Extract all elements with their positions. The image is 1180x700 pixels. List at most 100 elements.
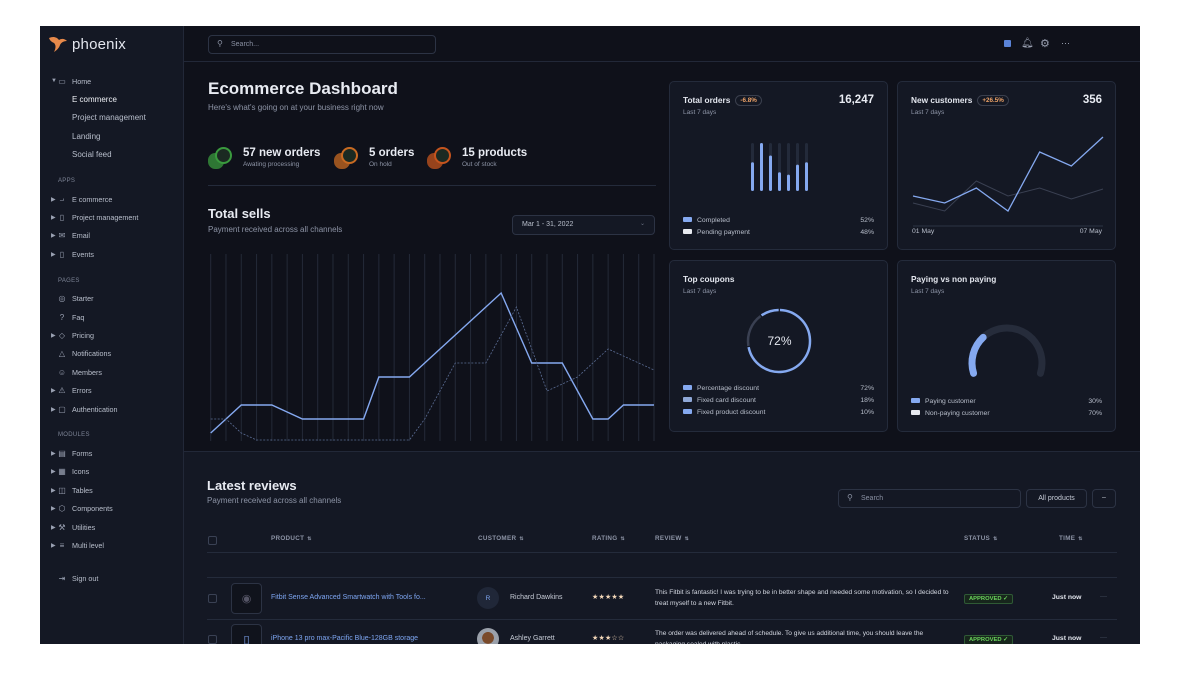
legend-label: Completed [697, 217, 730, 224]
sidebar-item-project-management[interactable]: Project management [40, 109, 184, 127]
sidebar-item-notifications[interactable]: △ Notifications [40, 345, 184, 363]
sidebar-item-multi-level[interactable]: ▶ ≡ Multi level [40, 536, 184, 554]
caret-right-icon: ▶ [51, 450, 56, 457]
date-range-select[interactable]: Mar 1 - 31, 2022 ⌄ [512, 215, 655, 235]
bar [769, 155, 772, 191]
search-placeholder: Search [861, 495, 884, 502]
sign-out-button[interactable]: ⇥ Sign out [40, 570, 184, 588]
logo[interactable]: phoenix [48, 35, 126, 53]
apps-grid-icon[interactable]: ⋯ [1061, 38, 1070, 48]
column-header-rating[interactable]: RATING ⇅ [592, 535, 625, 542]
clipboard-icon: ▯ [59, 213, 65, 223]
caret-right-icon: ▶ [51, 196, 56, 203]
sidebar-item-label: E commerce [72, 95, 117, 105]
sidebar-section-label: APPS [58, 177, 76, 184]
gear-icon[interactable]: ⚙ [1040, 38, 1050, 50]
sidebar-item-project-management[interactable]: ▶ ▯ Project management [40, 208, 184, 226]
column-header-product[interactable]: PRODUCT ⇅ [271, 535, 312, 542]
sidebar-item-errors[interactable]: ▶ ⚠ Errors [40, 381, 184, 399]
top-coupons-card: Top coupons Last 7 days 72% Percentage d… [669, 260, 888, 432]
sidebar-item-tables[interactable]: ▶ ◫ Tables [40, 481, 184, 499]
sort-icon: ⇅ [519, 536, 524, 542]
donut-center-label: 72% [767, 334, 792, 348]
sidebar-item-landing[interactable]: Landing [40, 127, 184, 145]
all-products-button[interactable]: All products [1026, 489, 1087, 508]
sidebar-item-e-commerce[interactable]: ▶ ⨼ E commerce [40, 190, 184, 208]
caret-right-icon: ▶ [51, 542, 56, 549]
column-header-status[interactable]: STATUS ⇅ [964, 535, 998, 542]
paying-gauge-chart [968, 324, 1046, 377]
sidebar-item-label: Faq [72, 312, 85, 322]
select-all-checkbox[interactable] [208, 536, 217, 545]
row-actions-icon[interactable]: — [1100, 634, 1107, 641]
stat-value: 15 products [462, 147, 528, 159]
legend-value: 48% [860, 229, 874, 236]
legend-swatch [683, 217, 692, 222]
sidebar-item-social-feed[interactable]: Social feed [40, 146, 184, 164]
date-range-value: Mar 1 - 31, 2022 [522, 221, 574, 228]
page-subtitle: Here's what's going on at your business … [208, 103, 384, 112]
legend-item: Fixed product discount 10% [683, 409, 874, 416]
sidebar-item-label: Notifications [72, 349, 112, 359]
bell-icon[interactable]: 🔔︎ [1021, 38, 1034, 49]
sidebar-item-members[interactable]: ☺ Members [40, 363, 184, 381]
file-text-icon: ▤ [58, 448, 66, 458]
column-header-time[interactable]: TIME ⇅ [1059, 535, 1083, 542]
legend-label: Paying customer [925, 398, 976, 405]
tag-icon: ◇ [58, 330, 66, 340]
sidebar-item-authentication[interactable]: ▶ ▢ Authentication [40, 400, 184, 418]
column-header-review[interactable]: REVIEW ⇅ [655, 535, 689, 542]
divider [208, 185, 656, 186]
caret-right-icon: ▶ [51, 487, 56, 494]
stat-description: Out of stock [462, 161, 497, 168]
bar [751, 162, 754, 191]
sidebar-item-label: Starter [72, 294, 94, 304]
sidebar-item-home[interactable]: ▼ ▭ Home [40, 72, 184, 90]
sidebar-item-email[interactable]: ▶ ✉ Email [40, 227, 184, 245]
phoenix-logo-icon [49, 36, 67, 52]
sidebar-section-label: MODULES [58, 432, 90, 439]
product-link[interactable]: iPhone 13 pro max-Pacific Blue-128GB sto… [271, 635, 419, 642]
product-link[interactable]: Fitbit Sense Advanced Smartwatch with To… [271, 594, 426, 601]
row-checkbox[interactable] [208, 635, 217, 644]
avatar-initial: R [485, 594, 491, 602]
card-subtitle: Last 7 days [683, 288, 717, 295]
legend-value: 30% [1088, 398, 1102, 405]
divider [207, 619, 1117, 620]
sidebar-item-events[interactable]: ▶ ▯ Events [40, 245, 184, 263]
stat-description: Awating processing [243, 161, 300, 168]
caret-right-icon: ▶ [51, 469, 56, 476]
reviews-search-input[interactable]: ⚲ Search [838, 489, 1021, 508]
latest-reviews-section: Latest reviews Payment received across a… [184, 451, 1140, 644]
sidebar-item-starter[interactable]: ◎ Starter [40, 290, 184, 308]
sidebar-item-label: Email [72, 231, 90, 241]
review-text: This Fitbit is fantastic! I was trying t… [655, 589, 949, 607]
package-icon: ⬡ [58, 504, 66, 514]
legend-value: 18% [860, 397, 874, 404]
search-input[interactable]: ⚲ Search... [208, 35, 436, 54]
sidebar-item-icons[interactable]: ▶ ▦ Icons [40, 463, 184, 481]
sidebar-item-components[interactable]: ▶ ⬡ Components [40, 499, 184, 517]
row-actions-icon[interactable]: — [1100, 593, 1107, 600]
column-header-customer[interactable]: CUSTOMER ⇅ [478, 535, 524, 542]
sidebar-item-label: Icons [72, 467, 90, 477]
customer-name[interactable]: Richard Dawkins [510, 594, 563, 601]
sidebar-item-e-commerce[interactable]: E commerce [40, 90, 184, 108]
theme-toggle-icon[interactable] [1004, 40, 1011, 47]
sidebar-item-faq[interactable]: ? Faq [40, 308, 184, 326]
caret-right-icon: ▶ [51, 524, 56, 531]
sidebar-item-label: Multi level [72, 540, 104, 550]
sidebar-item-utilities[interactable]: ▶ ⚒ Utilities [40, 518, 184, 536]
search-icon: ⚲ [847, 493, 853, 502]
customer-name[interactable]: Ashley Garrett [510, 635, 555, 642]
legend-swatch [911, 410, 920, 415]
legend-value: 70% [1088, 410, 1102, 417]
sidebar-item-forms[interactable]: ▶ ▤ Forms [40, 444, 184, 462]
row-checkbox[interactable] [208, 594, 217, 603]
column-label: RATING [592, 535, 618, 542]
sidebar-item-pricing[interactable]: ▶ ◇ Pricing [40, 326, 184, 344]
paying-card: Paying vs non paying Last 7 days Paying … [897, 260, 1116, 432]
mail-icon: ✉ [58, 231, 66, 241]
legend-item: Percentage discount 72% [683, 385, 874, 392]
more-options-button[interactable]: – [1092, 489, 1116, 508]
